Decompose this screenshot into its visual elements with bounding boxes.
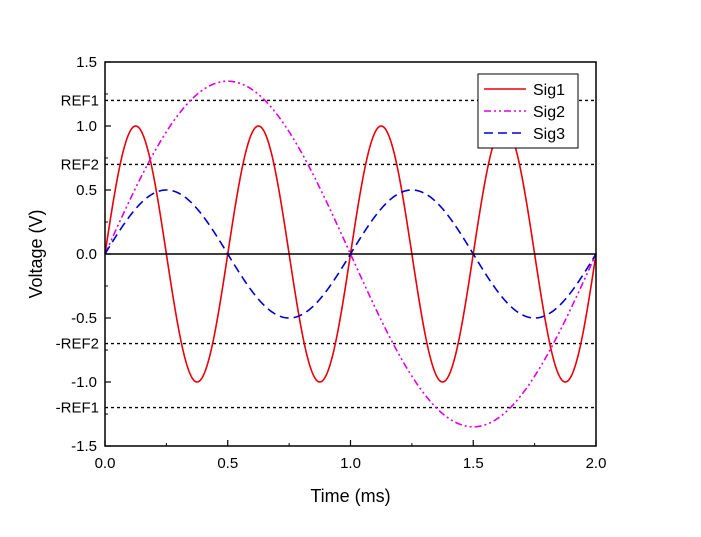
legend: Sig1 Sig2 Sig3 [477,73,579,149]
y-tick-label: 0.5 [76,182,97,199]
y-tick-label: -0.5 [71,310,97,327]
y-tick-label: 0.0 [76,246,97,263]
series-line-sig2 [104,80,597,428]
reference-label: -REF1 [56,400,99,417]
x-tick-label: 0.0 [95,455,116,472]
legend-entry: Sig2 [533,104,565,121]
x-tick-label: 2.0 [586,455,607,472]
y-tick-label: -1.5 [71,438,97,455]
y-tick-label: -1.0 [71,374,97,391]
reference-label: REF2 [61,156,99,173]
x-axis-ticks: 0.0 0.5 1.0 1.5 2.0 [95,440,607,472]
reference-label: -REF2 [56,336,99,353]
y-tick-label: 1.5 [76,54,97,71]
reference-label: REF1 [61,92,99,109]
legend-entry: Sig1 [533,82,565,99]
x-tick-label: 0.5 [217,455,238,472]
legend-entry: Sig3 [533,126,565,143]
x-tick-label: 1.5 [463,455,484,472]
y-axis-ticks: -1.5 -1.0 -0.5 0.0 0.5 1.0 1.5 [71,54,111,455]
x-axis-title: Time (ms) [310,486,390,506]
y-axis-title: Voltage (V) [26,209,46,298]
x-tick-label: 1.0 [340,455,361,472]
y-tick-label: 1.0 [76,118,97,135]
